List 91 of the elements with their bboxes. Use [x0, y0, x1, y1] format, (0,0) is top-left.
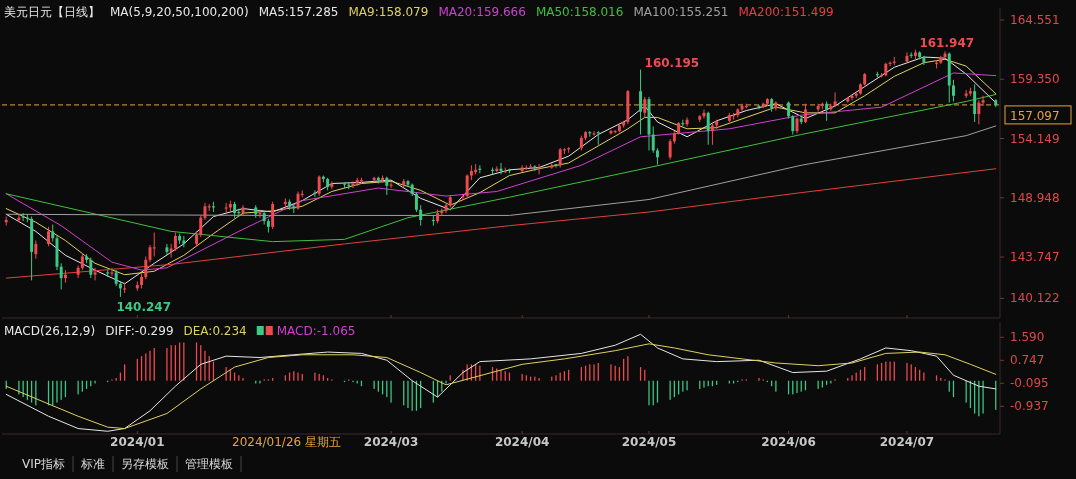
text: 标准	[79, 457, 105, 471]
candlestick	[706, 111, 710, 146]
text: 2024/01/26 星期五	[232, 435, 341, 449]
candlestick	[740, 103, 744, 113]
text: 另存模板	[120, 457, 169, 471]
text: MA100:155.251	[633, 5, 729, 19]
candlestick	[431, 214, 435, 227]
candlestick	[651, 126, 655, 154]
candlestick	[389, 181, 393, 189]
x-tick-label: 2024/03	[363, 435, 419, 449]
candlestick	[110, 267, 114, 277]
x-tick-label: 2024/06	[761, 435, 816, 449]
y-tick-label: 154.149	[1010, 131, 1060, 146]
line-series	[5, 93, 997, 243]
text: DEA:0.234	[183, 324, 247, 338]
text: MA5:157.285	[258, 5, 339, 19]
text: MA50:158.016	[535, 5, 624, 19]
y-tick-label: -0.937	[1010, 399, 1049, 414]
candlestick	[199, 214, 203, 238]
candlestick	[520, 164, 524, 173]
candlestick	[93, 267, 97, 281]
candlestick	[47, 226, 50, 247]
candlestick	[643, 96, 647, 118]
candlestick	[981, 95, 985, 107]
candlestick	[165, 243, 169, 256]
candlestick	[419, 204, 423, 227]
x-tick-label: 2024/05	[621, 435, 677, 449]
candlestick	[152, 232, 156, 257]
y-tick-label: 148.948	[1010, 190, 1060, 205]
annotation: 160.195	[644, 55, 700, 70]
chart-subtitle: MA(5,9,20,50,100,200)	[110, 5, 249, 19]
y-tick-label: 159.350	[1010, 72, 1060, 87]
candlestick	[804, 103, 807, 124]
y-tick-label: 143.747	[1010, 250, 1060, 265]
candlestick	[173, 232, 177, 252]
candlestick	[224, 202, 228, 214]
candlestick	[271, 201, 275, 230]
candlestick	[668, 138, 672, 161]
candlestick	[313, 189, 317, 198]
candlestick	[385, 176, 389, 196]
y-tick-label: -0.095	[1010, 376, 1049, 391]
candlestick	[554, 163, 558, 169]
candlestick	[89, 257, 93, 279]
candlestick	[34, 240, 38, 260]
x-tick-label: 2024/04	[494, 435, 550, 449]
y-tick-label: 1.590	[1010, 330, 1045, 345]
candlestick	[905, 51, 909, 64]
candlestick	[537, 163, 541, 175]
candlestick	[558, 147, 562, 169]
candlestick	[943, 50, 947, 60]
candlestick	[414, 192, 418, 213]
candlestick	[465, 173, 469, 198]
chart-title: 美元日元【日线】	[4, 5, 100, 19]
text: VIP指标	[22, 457, 65, 471]
candlestick	[833, 91, 837, 108]
text: MA9:158.079	[348, 5, 429, 19]
candlestick	[21, 212, 25, 222]
y-tick-label: 0.747	[1010, 353, 1045, 368]
candlestick	[317, 175, 321, 197]
candlestick	[258, 209, 262, 219]
chart-title: MACD(26,12,9)	[4, 324, 96, 338]
candlestick	[639, 69, 643, 136]
ref-line-label: 157.097	[1010, 108, 1060, 123]
text: MA20:159.666	[438, 5, 526, 19]
y-tick-label: 140.122	[1010, 291, 1060, 306]
candlestick	[757, 104, 761, 110]
candlestick	[144, 255, 148, 280]
text: DIFF:-0.299	[105, 324, 174, 338]
y-tick-label: 164.551	[1010, 12, 1060, 27]
legend-label: MACD:-1.065	[276, 324, 356, 338]
text: MA200:151.499	[738, 5, 834, 19]
candlestick	[596, 130, 600, 146]
line-series	[5, 168, 997, 279]
x-tick-label: 2024/07	[879, 435, 935, 449]
text: 管理模板	[184, 457, 233, 471]
candlestick	[791, 114, 795, 136]
candlestick	[888, 61, 892, 67]
x-tick-label: 2024/01	[110, 435, 165, 449]
candlestick	[977, 99, 981, 125]
candlestick	[710, 122, 714, 146]
annotation: 161.947	[919, 35, 975, 50]
candlestick	[685, 116, 689, 128]
line-series	[5, 125, 997, 216]
candlestick	[461, 193, 465, 200]
candlestick	[211, 201, 215, 213]
annotation: 140.247	[116, 299, 172, 314]
candlestick	[592, 130, 596, 137]
candlestick	[59, 262, 63, 291]
candlestick	[952, 79, 955, 102]
candlestick	[973, 83, 977, 123]
candlestick	[478, 164, 482, 174]
